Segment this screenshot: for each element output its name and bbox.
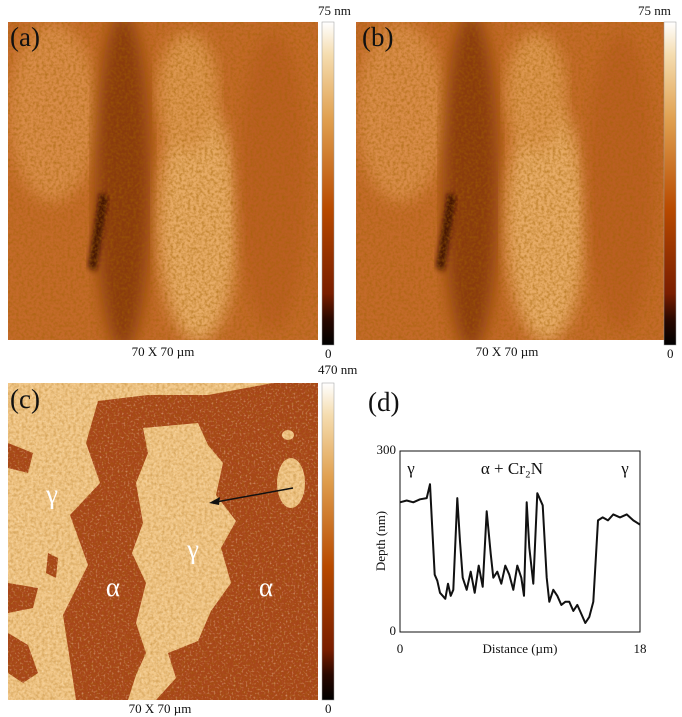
phase-label: γ (186, 534, 199, 564)
afm-image-a (8, 12, 318, 352)
x-tick-label: 18 (634, 641, 647, 656)
phase-label: α (106, 572, 120, 602)
colorbar-max: 470 nm (318, 362, 357, 377)
y-tick-label: 300 (377, 442, 397, 457)
colorbar-min: 0 (325, 701, 332, 716)
afm-image-b (356, 12, 666, 352)
figure: (a) 75 nm 0 70 X 70 µm (b) 75 nm 0 70 X … (0, 0, 682, 717)
colorbar (664, 22, 676, 345)
colorbar (322, 383, 334, 700)
annotation: γ (406, 459, 415, 478)
scale-caption: 70 X 70 µm (476, 344, 539, 359)
colorbar-min: 0 (667, 346, 674, 361)
plot-frame (400, 451, 640, 632)
scale-caption: 70 X 70 µm (129, 701, 192, 716)
colorbar-max: 75 nm (638, 3, 671, 18)
x-tick-label: 0 (397, 641, 404, 656)
panel-label: (b) (362, 22, 393, 52)
afm-image-c (8, 383, 318, 700)
colorbar-min: 0 (325, 346, 332, 361)
colorbar (322, 22, 334, 345)
page: {"panels": [ {"label": "(a)", "scale": "… (0, 0, 682, 717)
annotation: α + Cr₂N (481, 459, 543, 478)
panel-label: (a) (10, 22, 40, 52)
annotation: γ (620, 459, 629, 478)
y-axis-label: Depth (nm) (373, 511, 388, 571)
panel-label: (c) (10, 384, 40, 414)
x-axis-label: Distance (µm) (483, 641, 558, 656)
scale-caption: 70 X 70 µm (132, 344, 195, 359)
profile-line (400, 484, 640, 623)
panel-label: (d) (368, 387, 399, 417)
phase-label: α (259, 572, 273, 602)
y-tick-label: 0 (390, 623, 397, 638)
phase-label: γ (45, 479, 58, 509)
colorbar-max: 75 nm (318, 3, 351, 18)
